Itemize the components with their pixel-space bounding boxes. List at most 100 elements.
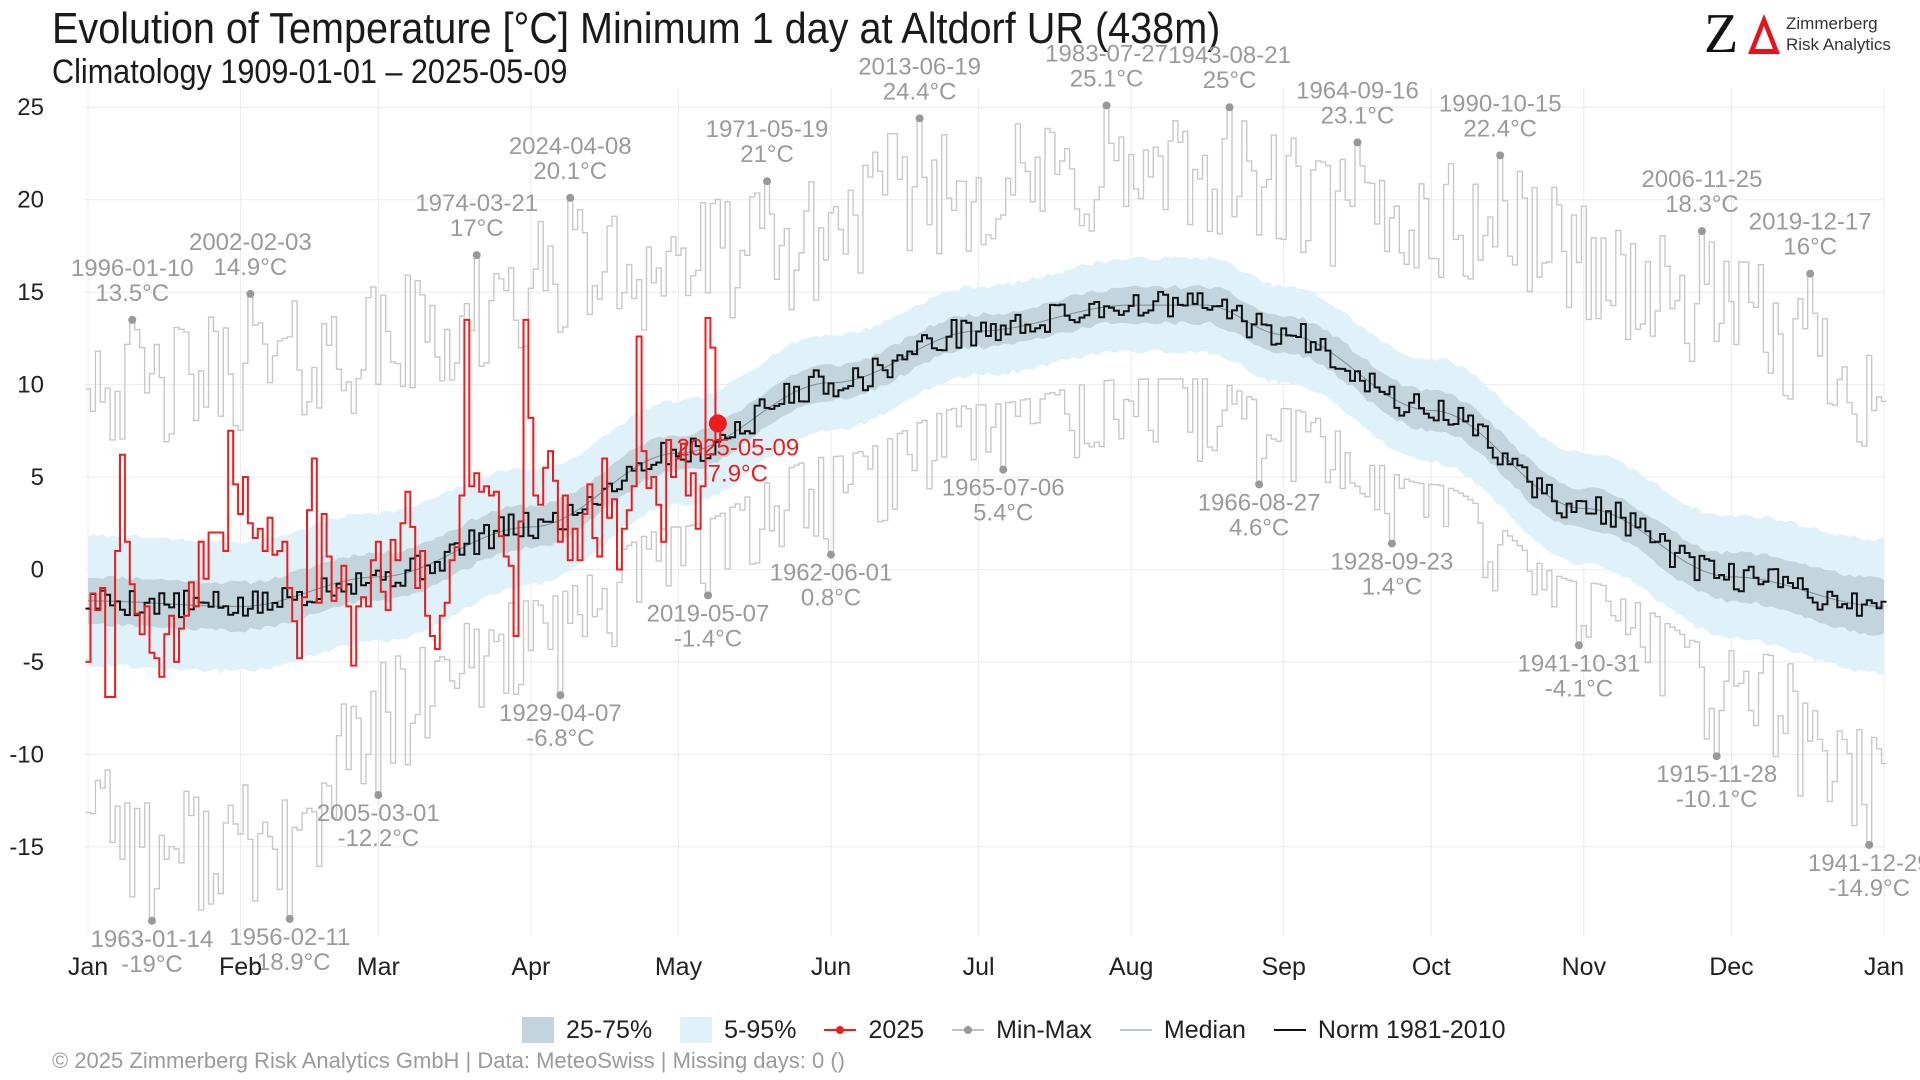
x-tick-label: Jul [963, 953, 995, 981]
x-tick-label: Feb [219, 953, 262, 981]
record-date-label: 2019-05-07 [647, 600, 770, 627]
logo-line-1: Zimmerberg [1786, 14, 1878, 33]
max-record-point [246, 289, 255, 298]
record-value-label: -19°C [121, 951, 183, 978]
y-tick-label: 20 [17, 187, 44, 214]
record-value-label: -14.9°C [1828, 875, 1910, 902]
logo-line-2: Risk Analytics [1786, 35, 1891, 54]
band-5-95 [88, 255, 1884, 675]
x-tick-label: Dec [1709, 953, 1753, 981]
record-date-label: 1971-05-19 [706, 116, 829, 143]
company-logo: Z Zimmerberg Risk Analytics [1704, 4, 1914, 64]
record-date-label: 2013-06-19 [858, 53, 981, 80]
record-value-label: 5.4°C [973, 500, 1033, 527]
band-5-95-area [88, 255, 1884, 675]
record-value-label: 25.1°C [1070, 65, 1144, 92]
record-date-label: 2005-03-01 [317, 800, 440, 827]
record-value-label: -4.1°C [1545, 675, 1613, 702]
legend-item-norm: Norm 1981-2010 [1272, 1015, 1506, 1045]
chart-subtitle: Climatology 1909-01-01 – 2025-05-09 [52, 53, 568, 91]
legend-item-median: Median [1118, 1015, 1246, 1045]
chart-legend: 25-75% 5-95% 2025 Min-Max Median Norm 19… [520, 1012, 1532, 1048]
max-record-point [1102, 101, 1111, 110]
record-date-label: 1974-03-21 [415, 190, 538, 217]
min-record-point [999, 465, 1008, 474]
band-5-95-swatch-icon [678, 1015, 714, 1045]
record-value-label: 25°C [1203, 67, 1257, 94]
min-record-line [85, 378, 1887, 922]
record-value-label: 16°C [1783, 234, 1837, 261]
band-25-75-swatch-icon [520, 1015, 556, 1045]
norm-path [85, 290, 1887, 619]
chart-title: Evolution of Temperature [°C] Minimum 1 … [52, 4, 1221, 53]
record-value-label: 18.3°C [1665, 191, 1739, 218]
grey-line-dot-icon [950, 1015, 986, 1045]
min-record-point [703, 591, 712, 600]
record-date-label: 1964-09-16 [1296, 77, 1419, 104]
x-tick-label: Apr [511, 953, 550, 981]
min-max-lines [85, 104, 1887, 922]
legend-item-5-95: 5-95% [678, 1015, 796, 1045]
record-date-label: 1996-01-10 [71, 255, 194, 282]
record-date-label: 1965-07-06 [942, 475, 1065, 502]
record-date-label: 1929-04-07 [499, 700, 622, 727]
min-record-point [147, 916, 156, 925]
record-date-label: 1966-08-27 [1198, 489, 1321, 516]
record-value-label: 24.4°C [883, 78, 957, 105]
record-date-label: 2006-11-25 [1641, 166, 1762, 193]
max-record-point [1353, 138, 1362, 147]
record-value-label: -12.2°C [337, 825, 419, 852]
max-record-point [763, 177, 772, 186]
record-date-label: 1943-08-21 [1168, 42, 1291, 69]
legend-label-median: Median [1163, 1015, 1246, 1044]
min-record-point [374, 791, 383, 800]
max-record-line [85, 104, 1887, 447]
record-date-label: 1962-06-01 [770, 560, 893, 587]
legend-label-5-95: 5-95% [724, 1015, 797, 1044]
x-tick-label: Jan [68, 953, 108, 981]
record-date-label: 1941-10-31 [1518, 650, 1641, 677]
red-line-dot-icon [822, 1015, 858, 1045]
y-tick-label: 10 [17, 372, 44, 399]
min-record-point [556, 691, 565, 700]
record-value-label: -18.9°C [249, 949, 331, 976]
min-record-point [1865, 840, 1874, 849]
x-tick-label: Aug [1109, 953, 1153, 981]
current-date-label: 2025-05-09 [676, 434, 799, 461]
axis-labels: 25 20 15 10 5 0 -5 -10 -15 Jan Feb Mar Apr May Jun Jul A… [9, 94, 1904, 981]
thin-grey-line-icon [1118, 1015, 1154, 1045]
current-year-path [85, 317, 726, 698]
max-record-point [1806, 269, 1815, 278]
x-tick-label: Nov [1562, 953, 1607, 981]
record-date-label: 1990-10-15 [1439, 90, 1562, 117]
record-date-label: 2024-04-08 [509, 133, 632, 160]
max-record-point [472, 251, 481, 260]
min-record-point [1712, 752, 1721, 761]
min-record-point [827, 550, 836, 559]
max-record-point [566, 193, 575, 202]
x-tick-label: May [655, 953, 703, 981]
x-tick-label: Jun [811, 953, 851, 981]
record-value-label: -6.8°C [526, 725, 594, 752]
min-record-point [285, 914, 294, 923]
record-date-label: 1941-12-29 [1808, 850, 1920, 877]
x-tick-label: Jan [1864, 953, 1904, 981]
record-value-label: 4.6°C [1229, 514, 1289, 541]
current-value-label: 7.9°C [708, 460, 768, 487]
legend-item-2025: 2025 [822, 1015, 924, 1045]
record-value-label: 23.1°C [1321, 102, 1395, 129]
record-date-label: 1915-11-28 [1656, 761, 1777, 788]
legend-label-norm: Norm 1981-2010 [1317, 1015, 1506, 1044]
max-record-point [915, 114, 924, 123]
footer-credits: © 2025 Zimmerberg Risk Analytics GmbH | … [52, 1048, 845, 1073]
x-tick-label: Mar [357, 953, 400, 981]
record-date-label: 2019-12-17 [1749, 209, 1872, 236]
record-value-label: -10.1°C [1676, 786, 1758, 813]
record-value-label: 13.5°C [95, 280, 169, 307]
y-tick-label: -15 [9, 834, 44, 861]
min-record-point [1387, 539, 1396, 548]
record-date-label: 2002-02-03 [189, 229, 312, 256]
record-value-label: 21°C [740, 141, 794, 168]
